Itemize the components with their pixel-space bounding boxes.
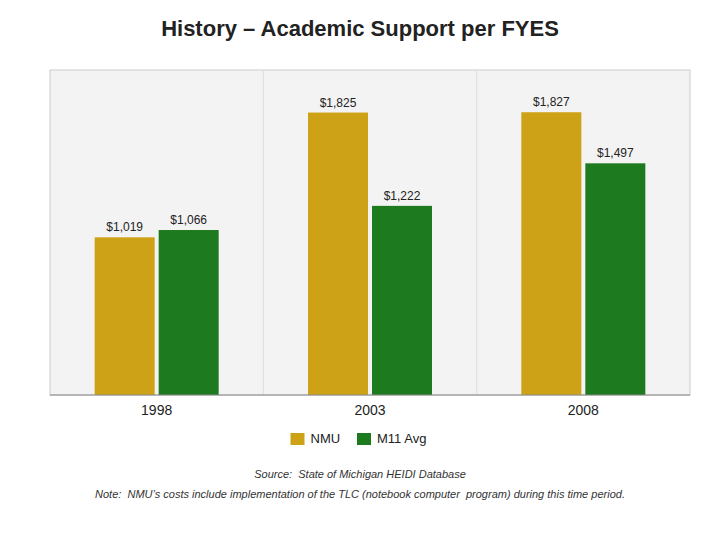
data-label: $1,066 <box>170 213 207 227</box>
legend-label: M11 Avg <box>377 431 426 446</box>
legend: NMU M11 Avg <box>291 431 427 446</box>
data-label: $1,827 <box>533 95 570 109</box>
bar <box>95 237 155 395</box>
bar <box>372 206 432 395</box>
legend-swatch <box>291 433 305 445</box>
data-labels: $1,019 $1,825 $1,827 $1,066 $1,222 $1,497 <box>106 95 634 234</box>
plot-area <box>50 70 690 395</box>
group-separator <box>476 70 477 395</box>
bar <box>308 113 368 395</box>
x-tick-label: 2008 <box>568 402 599 418</box>
legend-label: NMU <box>311 431 341 446</box>
x-axis-line <box>50 395 690 396</box>
annotation: Source: State of Michigan HEIDI Database <box>254 468 466 480</box>
title: History – Academic Support per FYES <box>161 16 559 41</box>
annotation: Note: NMU’s costs include implementation… <box>95 488 625 500</box>
data-label: $1,825 <box>320 96 357 110</box>
data-label: $1,497 <box>597 146 634 160</box>
bar <box>159 230 219 395</box>
bar <box>521 112 581 395</box>
legend-swatch <box>357 433 371 445</box>
data-label: $1,222 <box>384 189 421 203</box>
bars <box>95 112 646 395</box>
bar <box>585 163 645 395</box>
chart-svg: History – Academic Support per FYES $1,01… <box>0 0 720 540</box>
data-label: $1,019 <box>106 220 143 234</box>
group-separator <box>263 70 264 395</box>
x-tick-label: 1998 <box>141 402 172 418</box>
chart-container: History – Academic Support per FYES $1,01… <box>0 0 720 540</box>
x-tick-label: 2003 <box>354 402 385 418</box>
